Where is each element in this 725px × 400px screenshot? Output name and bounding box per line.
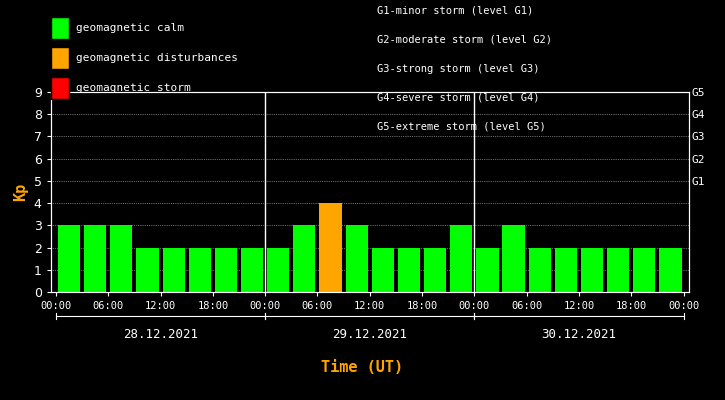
Bar (84, 225, 107, 292)
Text: G4-severe storm (level G4): G4-severe storm (level G4) (377, 92, 539, 102)
Bar (476, 248, 499, 292)
Text: Time (UT): Time (UT) (321, 360, 404, 375)
Bar (424, 248, 446, 292)
Bar (162, 248, 185, 292)
Bar (346, 225, 368, 292)
Bar (450, 225, 473, 292)
Text: geomagnetic disturbances: geomagnetic disturbances (76, 53, 238, 63)
Bar (215, 248, 237, 292)
Text: G3-strong storm (level G3): G3-strong storm (level G3) (377, 64, 539, 74)
Text: G1-minor storm (level G1): G1-minor storm (level G1) (377, 6, 534, 16)
Bar (188, 248, 211, 292)
Text: G5-extreme storm (level G5): G5-extreme storm (level G5) (377, 121, 546, 131)
Bar (241, 248, 263, 292)
Text: geomagnetic calm: geomagnetic calm (76, 23, 184, 33)
Bar (398, 248, 420, 292)
Bar (294, 225, 315, 292)
Bar (659, 248, 681, 292)
Text: 28.12.2021: 28.12.2021 (123, 328, 198, 341)
Text: 30.12.2021: 30.12.2021 (542, 328, 616, 341)
Bar (607, 248, 629, 292)
Bar (58, 225, 80, 292)
Bar (320, 203, 341, 292)
Y-axis label: Kp: Kp (13, 183, 28, 201)
Bar (633, 248, 655, 292)
Bar (110, 225, 133, 292)
Text: G2-moderate storm (level G2): G2-moderate storm (level G2) (377, 35, 552, 45)
Bar (136, 248, 159, 292)
Bar (555, 248, 577, 292)
Bar (529, 248, 551, 292)
Text: 29.12.2021: 29.12.2021 (332, 328, 407, 341)
Bar (267, 248, 289, 292)
Text: geomagnetic storm: geomagnetic storm (76, 83, 191, 93)
Bar (372, 248, 394, 292)
Bar (502, 225, 525, 292)
Bar (581, 248, 603, 292)
